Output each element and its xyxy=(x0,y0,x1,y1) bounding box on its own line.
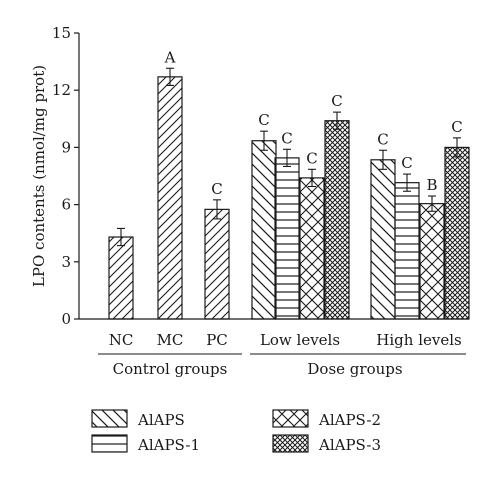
significance-letter: C xyxy=(377,130,388,148)
bar-alaps-1-low xyxy=(274,157,300,320)
y-axis-label: LPO contents (nmol/mg prot) xyxy=(30,65,48,287)
significance-letter: C xyxy=(281,129,292,147)
significance-letter: C xyxy=(258,111,269,129)
x-tick-label: High levels xyxy=(376,331,461,349)
legend-label: AlAPS xyxy=(137,411,185,429)
x-tick-label: PC xyxy=(206,331,228,349)
bar-alaps-3-low xyxy=(324,120,350,320)
y-tick-label: 15 xyxy=(52,24,71,42)
significance-letter: C xyxy=(401,154,412,172)
significance-letter: C xyxy=(306,149,317,167)
bar-alaps-low xyxy=(251,140,277,320)
legend-swatch xyxy=(91,434,128,453)
bar-nc xyxy=(108,236,134,320)
legend-label: AlAPS-2 xyxy=(318,411,381,429)
bar-alaps-1-high xyxy=(394,182,420,320)
legend-swatch xyxy=(272,409,309,428)
y-tick-label: 9 xyxy=(61,138,71,156)
group-label-control: Control groups xyxy=(113,360,228,378)
legend: AlAPS AlAPS-1 AlAPS-2 AlAPS-3 xyxy=(91,409,381,454)
significance-letter: C xyxy=(451,118,462,136)
significance-letter: C xyxy=(331,92,342,110)
bar-mc xyxy=(157,76,183,320)
y-tick-label: 3 xyxy=(61,253,71,271)
significance-letter: C xyxy=(211,180,222,198)
group-label-dose: Dose groups xyxy=(307,360,402,378)
significance-letter: A xyxy=(164,48,176,66)
bar-alaps-3-high xyxy=(444,146,470,320)
y-tick-label: 6 xyxy=(61,196,71,214)
y-tick-label: 12 xyxy=(52,81,71,99)
y-axis-title: LPO contents (nmol/mg prot) xyxy=(30,65,48,287)
bar-alaps-high xyxy=(370,159,396,320)
y-tick-label: 0 xyxy=(61,310,71,328)
legend-label: AlAPS-3 xyxy=(318,436,381,454)
x-tick-label: NC xyxy=(109,331,134,349)
x-tick-label: Low levels xyxy=(260,331,340,349)
bar-alaps-2-high xyxy=(419,203,445,320)
x-tick-label: MC xyxy=(157,331,184,349)
legend-swatch xyxy=(91,409,128,428)
bar-pc xyxy=(204,208,230,320)
significance-letter: B xyxy=(426,176,437,194)
legend-swatch xyxy=(272,434,309,453)
legend-label: AlAPS-1 xyxy=(137,436,200,454)
bar-alaps-2-low xyxy=(299,177,325,320)
